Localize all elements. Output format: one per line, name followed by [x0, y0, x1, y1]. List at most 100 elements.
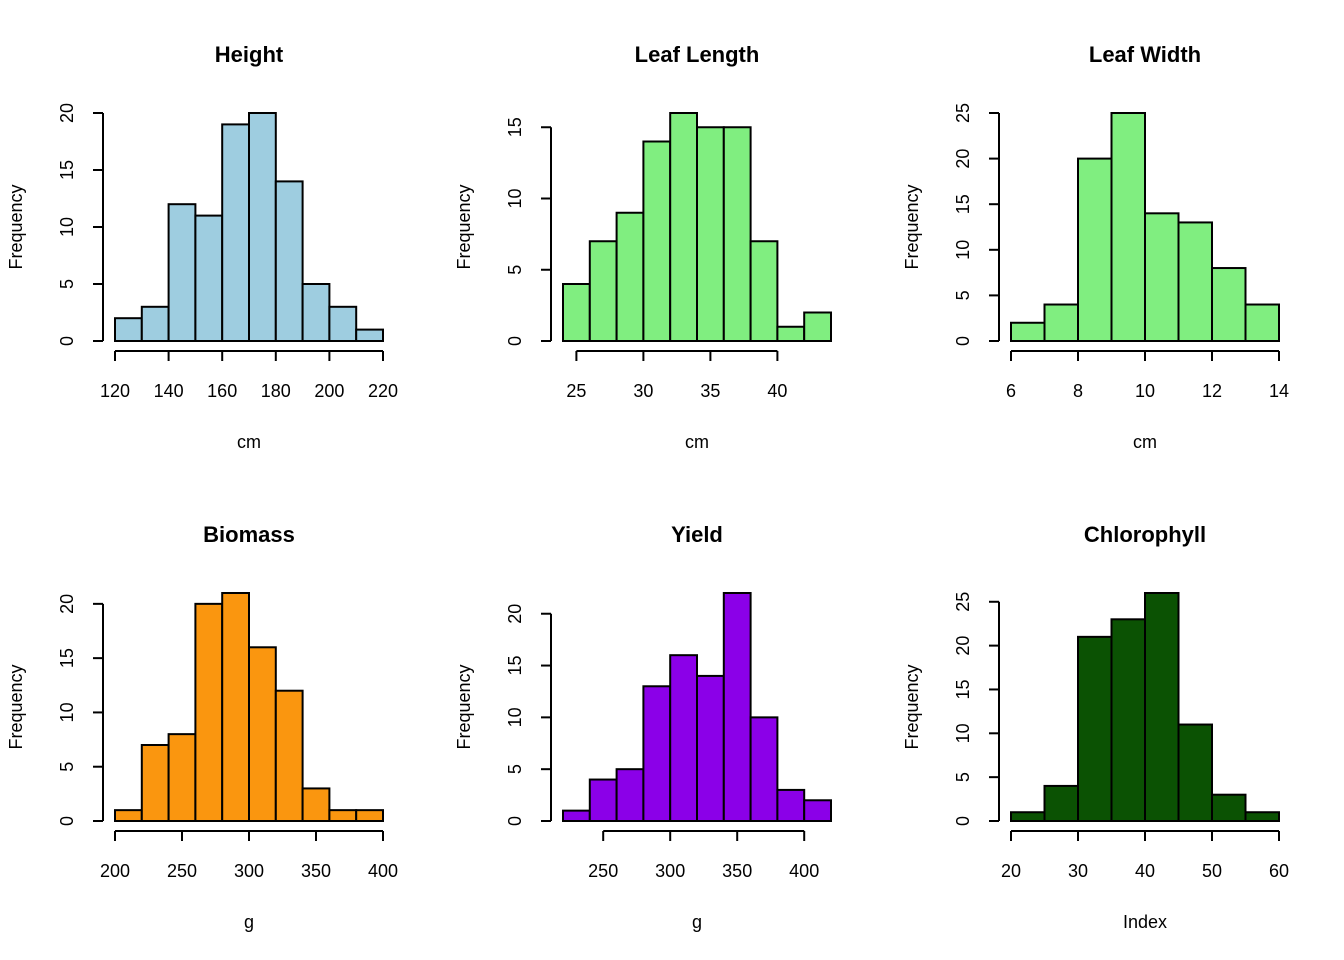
histogram-bar — [803, 799, 833, 823]
histogram-bar — [274, 689, 304, 822]
chart-title: Chlorophyll — [1084, 522, 1206, 547]
histogram-bar — [355, 809, 385, 822]
histogram-bar — [1211, 793, 1247, 823]
histogram-bar — [669, 112, 698, 342]
chart-title: Biomass — [203, 522, 295, 547]
y-tick-label: 5 — [505, 265, 525, 275]
histogram-bar — [1077, 635, 1113, 822]
y-tick-label: 5 — [953, 772, 973, 782]
y-tick-label: 0 — [953, 336, 973, 346]
y-tick-label: 20 — [953, 636, 973, 656]
x-axis-label: Index — [1123, 912, 1167, 932]
y-axis-label: Frequency — [454, 664, 474, 749]
y-tick-label: 10 — [953, 723, 973, 743]
y-tick-label: 10 — [57, 702, 77, 722]
y-tick-label: 20 — [57, 594, 77, 614]
x-tick-label: 350 — [301, 861, 331, 881]
histogram-bar — [167, 733, 197, 822]
histogram-bar — [221, 123, 250, 343]
x-tick-label: 220 — [368, 381, 398, 401]
x-tick-label: 40 — [767, 381, 787, 401]
y-tick-label: 0 — [57, 336, 77, 346]
y-tick-label: 10 — [505, 707, 525, 727]
x-tick-label: 350 — [722, 861, 752, 881]
histogram-bar — [562, 283, 591, 342]
chart-title: Leaf Width — [1089, 42, 1201, 67]
histogram-bar — [642, 140, 672, 342]
histogram-bar — [696, 674, 725, 822]
histogram-bar — [301, 283, 331, 342]
histogram-bar — [615, 768, 645, 823]
x-axis-label: cm — [1133, 432, 1157, 452]
histogram-bar — [167, 203, 197, 342]
x-tick-label: 250 — [588, 861, 618, 881]
histogram-bar — [1177, 221, 1213, 342]
y-tick-label: 20 — [953, 149, 973, 169]
y-tick-label: 5 — [505, 764, 525, 774]
histogram-bar — [114, 809, 143, 822]
histogram-bar — [696, 126, 725, 342]
histogram-bar — [588, 778, 618, 822]
histogram-bar — [248, 646, 277, 822]
x-tick-label: 12 — [1202, 381, 1222, 401]
histogram-bar — [1010, 321, 1046, 343]
histogram-bar — [615, 211, 645, 342]
x-tick-label: 400 — [789, 861, 819, 881]
x-tick-label: 25 — [566, 381, 586, 401]
histogram-bar — [1110, 618, 1146, 822]
x-tick-label: 60 — [1269, 861, 1289, 881]
histogram-bar — [1043, 303, 1079, 342]
histogram-bar — [722, 126, 752, 342]
y-tick-label: 25 — [953, 103, 973, 123]
x-tick-label: 140 — [154, 381, 184, 401]
x-tick-label: 120 — [100, 381, 130, 401]
histogram-bar — [642, 685, 672, 822]
histogram-bar — [140, 305, 170, 342]
histogram-panel-leaf-width: Leaf Width cm Frequency 6 8 10 12 14 0 5 10 15 20 25 — [902, 42, 1289, 452]
x-tick-label: 35 — [700, 381, 720, 401]
histogram-bar — [669, 654, 698, 822]
x-tick-label: 30 — [633, 381, 653, 401]
y-tick-label: 15 — [953, 679, 973, 699]
histogram-panel-leaf-length: Leaf Length cm Frequency 25 30 35 40 0 5 10 15 — [454, 42, 833, 452]
histogram-bar — [1043, 784, 1079, 822]
y-axis-label: Frequency — [454, 184, 474, 269]
y-axis-label: Frequency — [6, 664, 26, 749]
histogram-bar — [776, 788, 806, 822]
x-tick-label: 6 — [1006, 381, 1016, 401]
histogram-bar — [1211, 267, 1247, 343]
y-tick-label: 10 — [953, 240, 973, 260]
y-axis-label: Frequency — [902, 664, 922, 749]
histogram-bar — [140, 744, 170, 822]
histogram-bar — [328, 809, 358, 822]
x-tick-label: 250 — [167, 861, 197, 881]
histogram-panel-yield: Yield g Frequency 250 300 350 400 0 5 10 15 20 — [454, 522, 833, 932]
x-tick-label: 30 — [1068, 861, 1088, 881]
histogram-bar — [776, 325, 806, 342]
y-tick-label: 0 — [505, 816, 525, 826]
chart-title: Height — [215, 42, 284, 67]
y-tick-label: 5 — [57, 279, 77, 289]
y-tick-label: 15 — [953, 194, 973, 214]
x-tick-label: 200 — [314, 381, 344, 401]
y-tick-label: 10 — [505, 188, 525, 208]
y-tick-label: 0 — [953, 816, 973, 826]
x-tick-label: 400 — [368, 861, 398, 881]
x-tick-label: 50 — [1202, 861, 1222, 881]
histogram-bar — [248, 112, 277, 342]
histogram-bar — [1144, 592, 1180, 822]
y-tick-label: 0 — [57, 816, 77, 826]
histogram-bar — [1244, 303, 1280, 342]
histogram-bar — [221, 592, 250, 822]
y-tick-label: 15 — [57, 648, 77, 668]
y-tick-label: 20 — [505, 604, 525, 624]
y-tick-label: 5 — [57, 762, 77, 772]
histogram-bar — [1010, 811, 1046, 823]
y-tick-label: 20 — [57, 103, 77, 123]
x-axis-label: cm — [685, 432, 709, 452]
x-tick-label: 160 — [207, 381, 237, 401]
histogram-bar — [355, 328, 385, 343]
histogram-bar — [328, 305, 358, 342]
y-tick-label: 25 — [953, 592, 973, 612]
histogram-bar — [1144, 212, 1180, 343]
